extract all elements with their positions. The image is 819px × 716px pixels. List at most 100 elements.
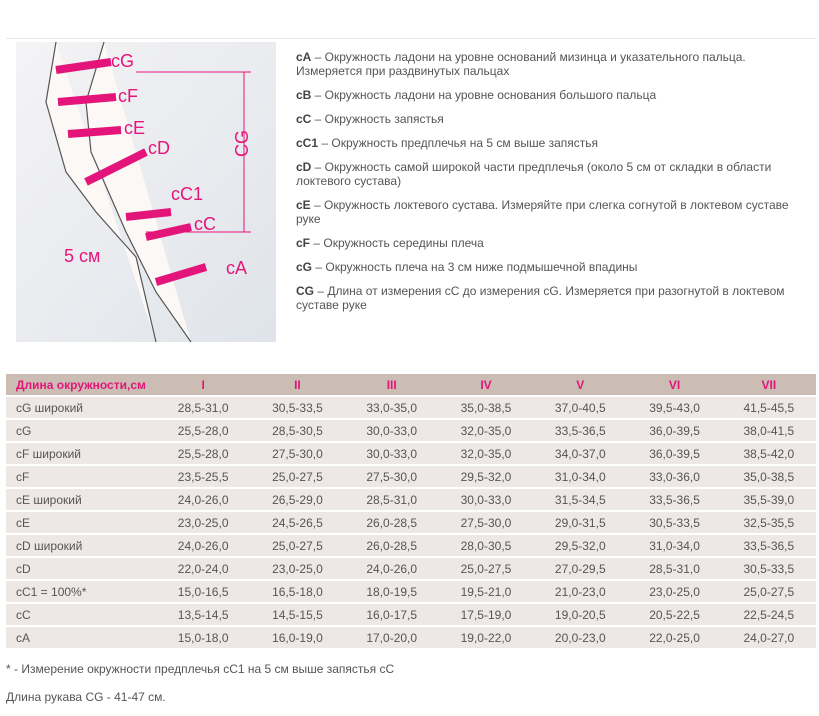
table-cell: 30,5-33,5 [627, 512, 722, 533]
table-cell: 20,0-23,0 [533, 627, 628, 648]
table-cell: 35,5-39,0 [721, 489, 816, 510]
definition-text: – Окружность плеча на 3 см ниже подмышеч… [312, 260, 638, 274]
row-label: cD широкий [6, 535, 156, 556]
definition-text: – Окружность самой широкой части предпле… [296, 160, 772, 188]
table-cell: 24,5-26,5 [250, 512, 345, 533]
column-header: IV [438, 374, 534, 395]
definition-cG: cG – Окружность плеча на 3 см ниже подмы… [296, 260, 796, 274]
divider [6, 38, 816, 39]
table-cell: 23,0-25,0 [156, 512, 251, 533]
definition-key: cA [296, 50, 312, 64]
definition-text: – Окружность ладони на уровне оснований … [296, 50, 746, 78]
table-cell: 29,5-32,0 [533, 535, 628, 556]
table-cell: 32,5-35,5 [721, 512, 816, 533]
table-cell: 19,5-21,0 [438, 581, 534, 602]
table-cell: 24,0-26,0 [156, 535, 251, 556]
table-cell: 19,0-22,0 [438, 627, 534, 648]
arm-measurement-diagram: cG cF cE cD cC1 cC cA CG 5 см [16, 42, 276, 342]
table-row: cD 22,0-24,0 23,0-25,0 24,0-26,0 25,0-27,5 27… [6, 558, 816, 579]
sleeve-length: Длина рукава CG - 41-47 см. [6, 690, 166, 704]
table-cell: 25,0-27,5 [250, 535, 345, 556]
label-cC: cC [194, 214, 216, 234]
definition-text: – Окружность ладони на уровне основания … [311, 88, 657, 102]
column-header: II [250, 374, 345, 395]
table-cell: 34,0-37,0 [533, 443, 628, 464]
table-cell: 25,0-27,5 [250, 466, 345, 487]
table-cell: 30,0-33,0 [438, 489, 534, 510]
definition-cD: cD – Окружность самой широкой части пред… [296, 160, 796, 188]
table-cell: 30,0-33,0 [344, 443, 439, 464]
table-cell: 27,5-30,0 [438, 512, 534, 533]
table-cell: 23,0-25,0 [250, 558, 345, 579]
table-cell: 31,5-34,5 [533, 489, 628, 510]
table-cell: 29,0-31,5 [533, 512, 628, 533]
table-cell: 36,0-39,5 [627, 443, 722, 464]
table-cell: 27,0-29,5 [533, 558, 628, 579]
table-cell: 37,0-40,5 [533, 397, 628, 418]
table-cell: 13,5-14,5 [156, 604, 251, 625]
size-table: Длина окружности,см I II III IV V VI VII cG шир… [6, 372, 816, 650]
row-label: cD [6, 558, 156, 579]
table-cell: 30,5-33,5 [250, 397, 345, 418]
table-cell: 41,5-45,5 [721, 397, 816, 418]
definition-cA: cA – Окружность ладони на уровне основан… [296, 50, 796, 78]
table-row: cD широкий 24,0-26,0 25,0-27,5 26,0-28,5 28,… [6, 535, 816, 556]
row-label: cE широкий [6, 489, 156, 510]
table-cell: 26,5-29,0 [250, 489, 345, 510]
row-label: cC1 = 100%* [6, 581, 156, 602]
table-cell: 15,0-18,0 [156, 627, 251, 648]
table-row: cC1 = 100%* 15,0-16,5 16,5-18,0 18,0-19,5 19… [6, 581, 816, 602]
definition-cB: cB – Окружность ладони на уровне основан… [296, 88, 796, 102]
table-cell: 36,0-39,5 [627, 420, 722, 441]
label-cF: cF [118, 86, 138, 106]
definition-cF: cF – Окружность середины плеча [296, 236, 796, 250]
column-header: Длина окружности,см [6, 374, 156, 395]
table-cell: 24,0-27,0 [721, 627, 816, 648]
table-cell: 31,0-34,0 [627, 535, 722, 556]
label-CG: CG [232, 130, 252, 157]
table-cell: 33,0-36,0 [627, 466, 722, 487]
table-cell: 31,0-34,0 [533, 466, 628, 487]
table-cell: 27,5-30,0 [250, 443, 345, 464]
table-row: cG широкий 28,5-31,0 30,5-33,5 33,0-35,0 35,… [6, 397, 816, 418]
table-row: cE 23,0-25,0 24,5-26,5 26,0-28,5 27,5-30,0 29… [6, 512, 816, 533]
table-cell: 28,0-30,5 [438, 535, 534, 556]
table-cell: 19,0-20,5 [533, 604, 628, 625]
table-cell: 20,5-22,5 [627, 604, 722, 625]
label-cA: cA [226, 258, 247, 278]
table-row: cF широкий 25,5-28,0 27,5-30,0 30,0-33,0 32,… [6, 443, 816, 464]
table-cell: 28,5-31,0 [344, 489, 439, 510]
table-cell: 38,0-41,5 [721, 420, 816, 441]
definition-key: cE [296, 198, 311, 212]
definition-cC: cC – Окружность запястья [296, 112, 796, 126]
definition-CG: CG – Длина от измерения cC до измерения … [296, 284, 796, 312]
row-label: cF широкий [6, 443, 156, 464]
table-cell: 18,0-19,5 [344, 581, 439, 602]
table-cell: 23,5-25,5 [156, 466, 251, 487]
definition-cE: cE – Окружность локтевого сустава. Измер… [296, 198, 796, 226]
table-row: cA 15,0-18,0 16,0-19,0 17,0-20,0 19,0-22,0 20… [6, 627, 816, 648]
column-header: V [533, 374, 628, 395]
definition-cC1: cC1 – Окружность предплечья на 5 см выше… [296, 136, 796, 150]
row-label: cF [6, 466, 156, 487]
table-cell: 25,5-28,0 [156, 420, 251, 441]
table-cell: 26,0-28,5 [344, 535, 439, 556]
table-row: cG 25,5-28,0 28,5-30,5 30,0-33,0 32,0-35,0 33… [6, 420, 816, 441]
label-cE: cE [124, 118, 145, 138]
table-cell: 26,0-28,5 [344, 512, 439, 533]
table-cell: 38,5-42,0 [721, 443, 816, 464]
table-cell: 16,5-18,0 [250, 581, 345, 602]
table-cell: 29,5-32,0 [438, 466, 534, 487]
row-label: cE [6, 512, 156, 533]
definition-key: cC [296, 112, 312, 126]
table-cell: 24,0-26,0 [156, 489, 251, 510]
table-cell: 39,5-43,0 [627, 397, 722, 418]
table-cell: 28,5-31,0 [156, 397, 251, 418]
table-cell: 27,5-30,0 [344, 466, 439, 487]
table-cell: 25,5-28,0 [156, 443, 251, 464]
footnote: * - Измерение окружности предплечья cC1 … [6, 662, 395, 676]
table-row: cC 13,5-14,5 14,5-15,5 16,0-17,5 17,5-19,0 19… [6, 604, 816, 625]
table-cell: 21,0-23,0 [533, 581, 628, 602]
table-cell: 24,0-26,0 [344, 558, 439, 579]
definition-text: – Длина от измерения cC до измерения cG.… [296, 284, 785, 312]
